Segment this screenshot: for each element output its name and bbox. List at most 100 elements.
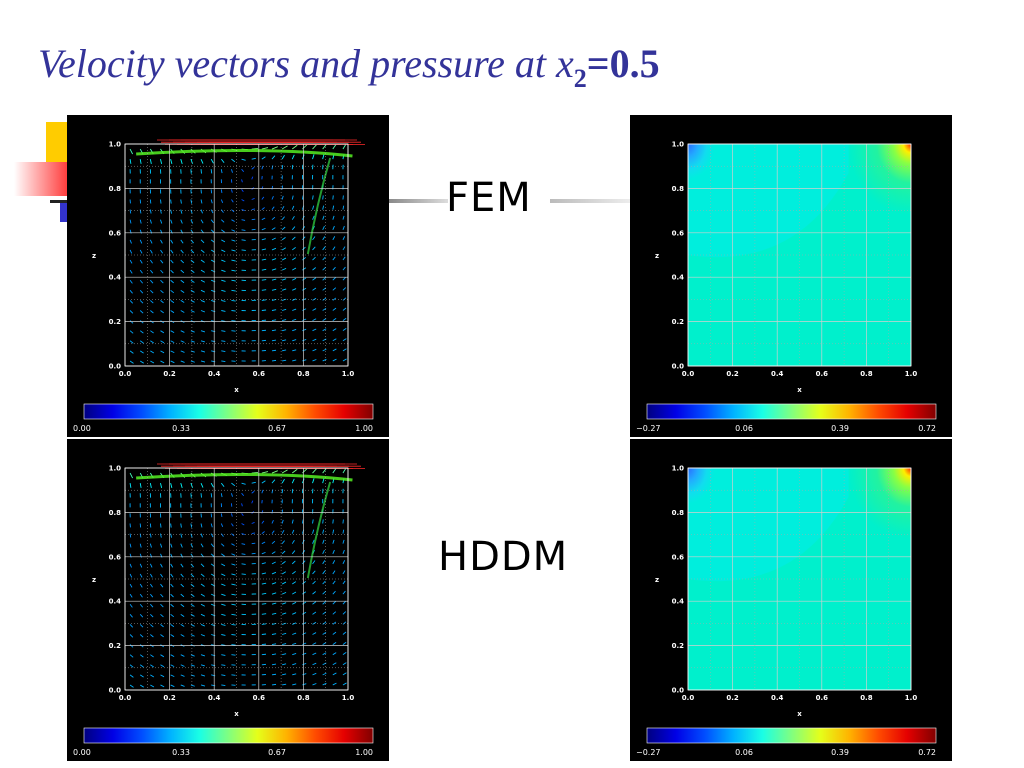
- velocity-arrow: [302, 277, 307, 281]
- velocity-arrow: [200, 269, 205, 273]
- velocity-arrow: [322, 621, 327, 625]
- x-tick-label: 1.0: [342, 370, 355, 378]
- velocity-arrow: [291, 215, 295, 220]
- velocity-arrow: [322, 195, 324, 200]
- velocity-arrow: [139, 583, 143, 588]
- velocity-arrow: [170, 340, 175, 344]
- velocity-arrow: [312, 672, 317, 676]
- velocity-arrow: [190, 684, 195, 687]
- velocity-arrow: [322, 478, 325, 484]
- velocity-arrow: [271, 663, 277, 666]
- velocity-arrow: [160, 289, 164, 294]
- velocity-arrow: [200, 239, 205, 244]
- velocity-arrow: [322, 236, 326, 241]
- velocity-arrow: [271, 571, 277, 575]
- velocity-arrow: [281, 145, 288, 150]
- velocity-arrow: [332, 195, 334, 200]
- velocity-arrow: [322, 256, 326, 261]
- velocity-arrow: [129, 593, 133, 598]
- x-tick-label: 1.0: [905, 370, 918, 378]
- x-tick-label: 0.0: [682, 370, 695, 378]
- velocity-arrow: [150, 624, 154, 628]
- velocity-arrow: [221, 573, 226, 577]
- velocity-arrow: [342, 631, 347, 635]
- z-tick-label: 0.4: [672, 598, 685, 606]
- velocity-arrow: [342, 590, 346, 595]
- velocity-arrow: [200, 482, 204, 488]
- plot-frame: [687, 467, 912, 691]
- velocity-arrow: [292, 349, 297, 352]
- velocity-arrow: [342, 277, 346, 281]
- x-tick-label: 0.2: [163, 370, 176, 378]
- velocity-arrow: [190, 613, 195, 617]
- velocity-arrow: [150, 340, 154, 344]
- x-tick-label: 0.6: [253, 694, 266, 702]
- z-tick-label: 0.2: [672, 318, 685, 326]
- velocity-arrow: [332, 631, 337, 635]
- z-tick-label: 0.2: [672, 642, 685, 650]
- velocity-arrow: [220, 219, 225, 223]
- velocity-arrow: [312, 267, 317, 271]
- velocity-arrow: [312, 519, 314, 524]
- velocity-arrow: [190, 624, 195, 627]
- velocity-arrow: [180, 593, 185, 598]
- velocity-arrow: [129, 684, 134, 688]
- velocity-arrow: [271, 612, 277, 615]
- velocity-arrow: [210, 493, 213, 498]
- velocity-arrow: [332, 529, 335, 534]
- velocity-arrow: [281, 540, 285, 544]
- velocity-arrow: [129, 290, 133, 294]
- velocity-arrow: [139, 360, 144, 364]
- velocity-arrow: [160, 483, 163, 488]
- velocity-arrow: [139, 543, 142, 548]
- velocity-arrow: [241, 219, 246, 221]
- velocity-arrow: [312, 359, 317, 362]
- velocity-arrow: [312, 195, 314, 200]
- velocity-arrow: [180, 310, 185, 313]
- velocity-arrow: [271, 268, 277, 271]
- velocity-arrow: [149, 543, 152, 548]
- velocity-arrow: [220, 482, 225, 487]
- velocity-arrow: [281, 247, 287, 251]
- velocity-arrow: [200, 674, 206, 677]
- velocity-arrow: [302, 581, 306, 585]
- velocity-arrow: [210, 533, 214, 538]
- velocity-arrow: [231, 320, 236, 322]
- velocity-arrow: [312, 144, 317, 150]
- velocity-arrow: [231, 634, 236, 636]
- velocity-arrow: [261, 309, 267, 311]
- velocity-arrow: [312, 683, 317, 686]
- pressure-low-corner: [688, 144, 715, 180]
- velocity-arrow: [342, 549, 345, 554]
- velocity-arrow: [251, 542, 256, 545]
- velocity-arrow: [312, 338, 317, 342]
- velocity-arrow: [332, 338, 337, 342]
- velocity-arrow: [282, 349, 287, 352]
- velocity-arrow: [139, 674, 144, 678]
- velocity-arrow: [200, 199, 203, 204]
- velocity-arrow: [271, 309, 277, 311]
- velocity-arrow: [231, 573, 236, 576]
- velocity-arrow: [170, 624, 175, 628]
- velocity-arrow: [190, 533, 193, 538]
- velocity-arrow: [312, 611, 317, 615]
- velocity-arrow: [211, 289, 216, 293]
- velocity-arrow: [160, 239, 163, 244]
- velocity-arrow: [211, 623, 216, 627]
- velocity-arrow: [291, 195, 294, 200]
- velocity-arrow: [221, 269, 226, 272]
- velocity-arrow: [200, 533, 203, 538]
- velocity-arrow: [282, 359, 287, 362]
- velocity-arrow: [200, 340, 206, 343]
- velocity-arrow: [342, 672, 347, 676]
- velocity-arrow: [271, 633, 277, 635]
- velocity-arrow: [170, 289, 175, 294]
- velocity-arrow: [342, 539, 345, 544]
- velocity-arrow: [302, 642, 307, 646]
- velocity-arrow: [271, 155, 276, 160]
- velocity-arrow: [322, 154, 325, 160]
- velocity-arrow: [241, 492, 245, 497]
- velocity-arrow: [160, 664, 165, 668]
- velocity-arrow: [241, 543, 246, 545]
- velocity-arrow: [149, 533, 152, 538]
